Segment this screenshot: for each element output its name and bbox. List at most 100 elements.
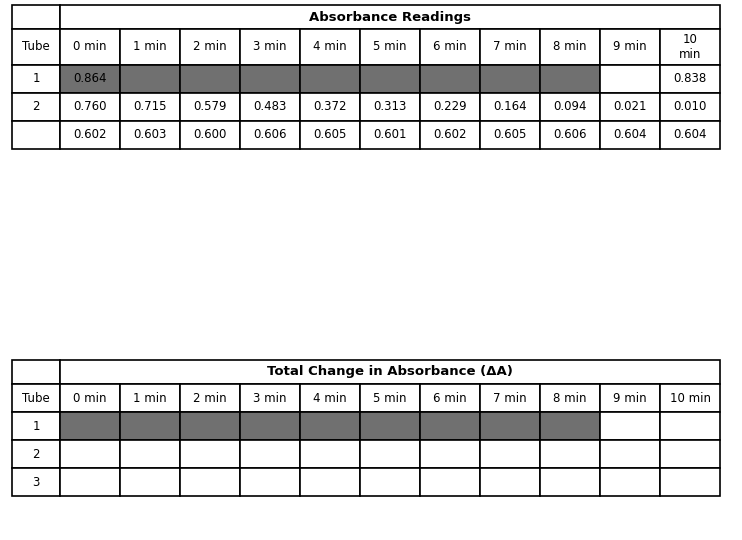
Bar <box>420 412 480 440</box>
Bar <box>420 93 480 121</box>
Bar <box>60 384 120 412</box>
Bar <box>240 29 300 65</box>
Bar <box>240 121 300 149</box>
Bar <box>600 65 660 93</box>
Bar <box>540 121 600 149</box>
Bar <box>420 440 480 468</box>
Text: 0.601: 0.601 <box>373 129 407 141</box>
Bar <box>120 121 180 149</box>
Bar <box>300 121 360 149</box>
Bar <box>12 384 60 412</box>
Bar <box>120 468 180 496</box>
Bar <box>240 384 300 412</box>
Bar <box>540 65 600 93</box>
Text: 0.864: 0.864 <box>73 72 107 85</box>
Text: 8 min: 8 min <box>554 40 587 53</box>
Bar <box>300 65 360 93</box>
Text: 0 min: 0 min <box>73 392 107 404</box>
Text: 0.229: 0.229 <box>433 100 467 113</box>
Bar <box>12 440 60 468</box>
Bar <box>60 440 120 468</box>
Text: 1 min: 1 min <box>133 40 167 53</box>
Bar <box>12 412 60 440</box>
Bar <box>12 93 60 121</box>
Text: 0.313: 0.313 <box>373 100 407 113</box>
Text: 0.838: 0.838 <box>674 72 706 85</box>
Bar <box>120 440 180 468</box>
Bar <box>12 65 60 93</box>
Text: 10
min: 10 min <box>679 33 701 61</box>
Text: 0.579: 0.579 <box>193 100 227 113</box>
Text: 0 min: 0 min <box>73 40 107 53</box>
Bar <box>180 384 240 412</box>
Text: 2 min: 2 min <box>193 392 227 404</box>
Bar <box>60 5 720 29</box>
Text: 3 min: 3 min <box>253 40 286 53</box>
Bar <box>600 468 660 496</box>
Text: 0.604: 0.604 <box>673 129 706 141</box>
Text: 10 min: 10 min <box>669 392 711 404</box>
Bar <box>60 93 120 121</box>
Text: 0.602: 0.602 <box>433 129 467 141</box>
Text: 0.164: 0.164 <box>493 100 527 113</box>
Text: Total Change in Absorbance (ΔA): Total Change in Absorbance (ΔA) <box>267 366 513 379</box>
Text: 7 min: 7 min <box>493 392 527 404</box>
Bar <box>360 440 420 468</box>
Bar <box>600 384 660 412</box>
Text: 0.604: 0.604 <box>613 129 647 141</box>
Bar <box>300 384 360 412</box>
Text: 2 min: 2 min <box>193 40 227 53</box>
Bar <box>300 412 360 440</box>
Bar <box>360 468 420 496</box>
Bar <box>180 29 240 65</box>
Bar <box>480 93 540 121</box>
Bar <box>60 29 120 65</box>
Bar <box>360 29 420 65</box>
Text: Tube: Tube <box>22 392 50 404</box>
Text: 9 min: 9 min <box>613 392 647 404</box>
Text: 0.372: 0.372 <box>313 100 347 113</box>
Bar <box>480 412 540 440</box>
Bar <box>360 121 420 149</box>
Bar <box>12 121 60 149</box>
Bar <box>180 93 240 121</box>
Bar <box>300 93 360 121</box>
Bar <box>480 440 540 468</box>
Text: 0.010: 0.010 <box>673 100 706 113</box>
Text: 4 min: 4 min <box>313 40 347 53</box>
Text: Absorbance Readings: Absorbance Readings <box>309 10 471 24</box>
Bar <box>60 360 720 384</box>
Bar <box>480 29 540 65</box>
Text: 0.605: 0.605 <box>313 129 347 141</box>
Bar <box>60 468 120 496</box>
Text: 6 min: 6 min <box>433 392 467 404</box>
Bar <box>660 121 720 149</box>
Bar <box>360 65 420 93</box>
Bar <box>12 468 60 496</box>
Bar <box>240 65 300 93</box>
Text: 5 min: 5 min <box>373 392 407 404</box>
Bar <box>120 384 180 412</box>
Bar <box>660 384 720 412</box>
Bar <box>120 412 180 440</box>
Text: 7 min: 7 min <box>493 40 527 53</box>
Bar <box>480 121 540 149</box>
Bar <box>180 440 240 468</box>
Text: 0.021: 0.021 <box>613 100 647 113</box>
Bar <box>480 65 540 93</box>
Bar <box>360 412 420 440</box>
Text: 0.483: 0.483 <box>253 100 286 113</box>
Text: 0.606: 0.606 <box>253 129 286 141</box>
Bar <box>360 93 420 121</box>
Bar <box>300 468 360 496</box>
Text: 3 min: 3 min <box>253 392 286 404</box>
Bar <box>120 65 180 93</box>
Bar <box>600 121 660 149</box>
Text: 2: 2 <box>32 100 40 113</box>
Bar <box>12 29 60 65</box>
Bar <box>420 29 480 65</box>
Bar <box>540 384 600 412</box>
Bar <box>480 468 540 496</box>
Text: 0.605: 0.605 <box>493 129 527 141</box>
Bar <box>12 360 60 384</box>
